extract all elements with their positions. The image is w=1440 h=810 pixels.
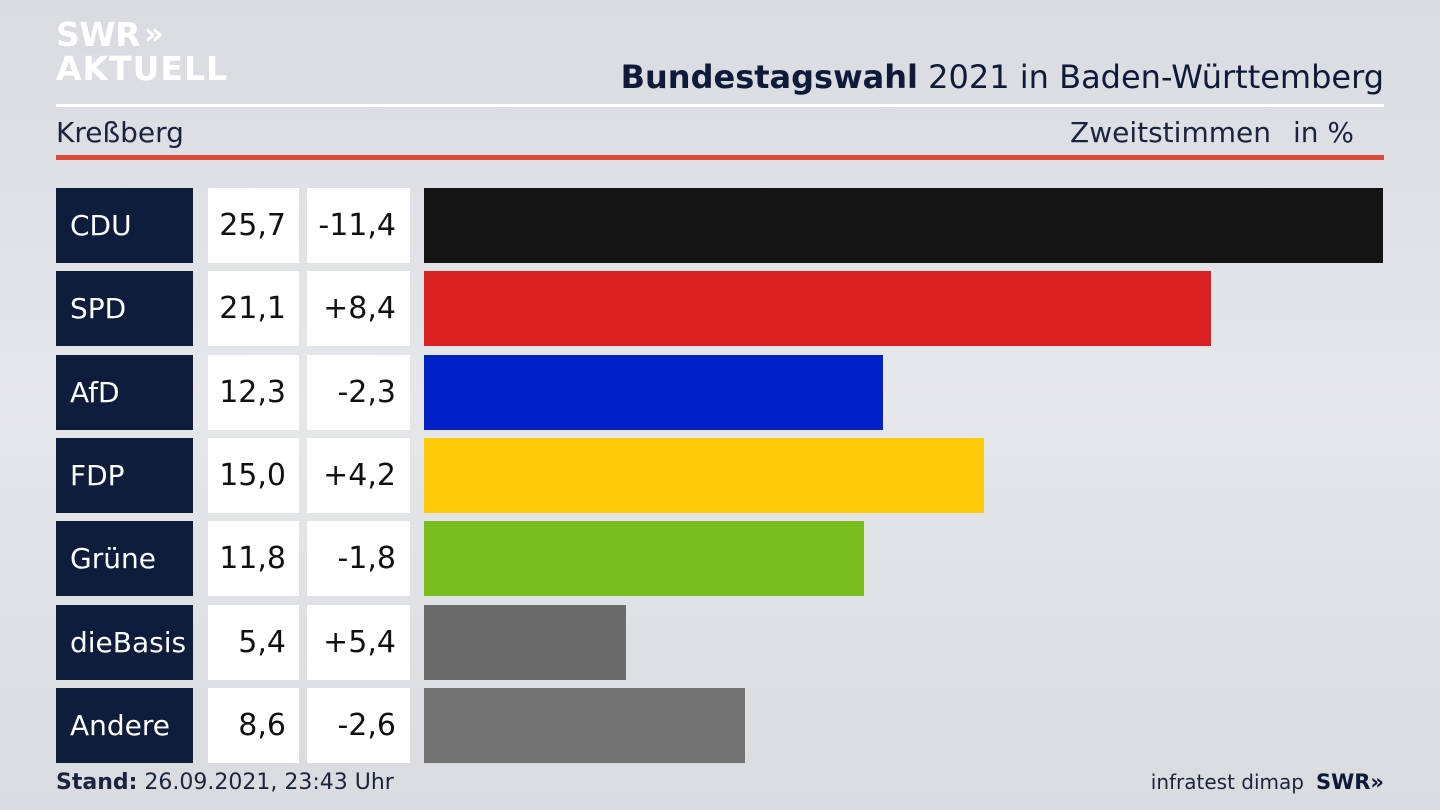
vote-share-value: 15,0 — [208, 438, 299, 513]
header-divider — [56, 104, 1384, 107]
stand-label: Stand: — [56, 770, 138, 795]
vote-share-value: 21,1 — [208, 271, 299, 346]
result-row: Grüne 11,8 -1,8 — [56, 521, 1384, 596]
party-label: CDU — [56, 188, 193, 263]
vote-share-value: 8,6 — [208, 688, 299, 763]
result-row: dieBasis 5,4 +5,4 — [56, 605, 1384, 680]
result-row: Andere 8,6 -2,6 — [56, 688, 1384, 763]
measure-label: Zweitstimmen in % — [1070, 116, 1354, 149]
swr-brand-logo: SWR» — [1315, 770, 1384, 794]
source-credit: infratest dimap SWR» — [1151, 770, 1384, 794]
chart-title: Bundestagswahl 2021 in Baden-Württemberg — [621, 58, 1384, 96]
party-label: Andere — [56, 688, 193, 763]
bar — [424, 188, 1383, 263]
unit-label: in % — [1292, 116, 1354, 149]
party-label: dieBasis — [56, 605, 193, 680]
logo-arrows-icon: » — [144, 17, 164, 52]
change-value: -11,4 — [307, 188, 410, 263]
measure-name: Zweitstimmen — [1070, 116, 1271, 149]
result-row: CDU 25,7 -11,4 — [56, 188, 1384, 263]
change-value: -1,8 — [307, 521, 410, 596]
change-value: +5,4 — [307, 605, 410, 680]
bar — [424, 271, 1211, 346]
vote-share-value: 11,8 — [208, 521, 299, 596]
stand-value: 26.09.2021, 23:43 Uhr — [137, 770, 394, 795]
party-label: FDP — [56, 438, 193, 513]
result-row: AfD 12,3 -2,3 — [56, 355, 1384, 430]
bar — [424, 438, 984, 513]
source-label: infratest dimap — [1150, 770, 1304, 794]
change-value: +8,4 — [307, 271, 410, 346]
swr-aktuell-logo: SWR» AKTUELL — [56, 18, 228, 86]
bar — [424, 605, 626, 680]
party-label: AfD — [56, 355, 193, 430]
logo-swr: SWR — [56, 15, 141, 54]
bar — [424, 521, 864, 596]
change-value: +4,2 — [307, 438, 410, 513]
change-value: -2,6 — [307, 688, 410, 763]
party-label: Grüne — [56, 521, 193, 596]
bar — [424, 355, 883, 430]
region-label: Kreßberg — [56, 116, 184, 149]
vote-share-value: 25,7 — [208, 188, 299, 263]
result-row: FDP 15,0 +4,2 — [56, 438, 1384, 513]
change-value: -2,3 — [307, 355, 410, 430]
party-label: SPD — [56, 271, 193, 346]
logo-aktuell: AKTUELL — [56, 49, 229, 88]
vote-share-value: 12,3 — [208, 355, 299, 430]
title-rest: 2021 in Baden-Württemberg — [917, 58, 1384, 96]
vote-share-value: 5,4 — [208, 605, 299, 680]
accent-divider — [56, 155, 1384, 160]
bar — [424, 688, 745, 763]
title-bold: Bundestagswahl — [620, 58, 918, 96]
timestamp: Stand: 26.09.2021, 23:43 Uhr — [56, 770, 394, 795]
result-row: SPD 21,1 +8,4 — [56, 271, 1384, 346]
